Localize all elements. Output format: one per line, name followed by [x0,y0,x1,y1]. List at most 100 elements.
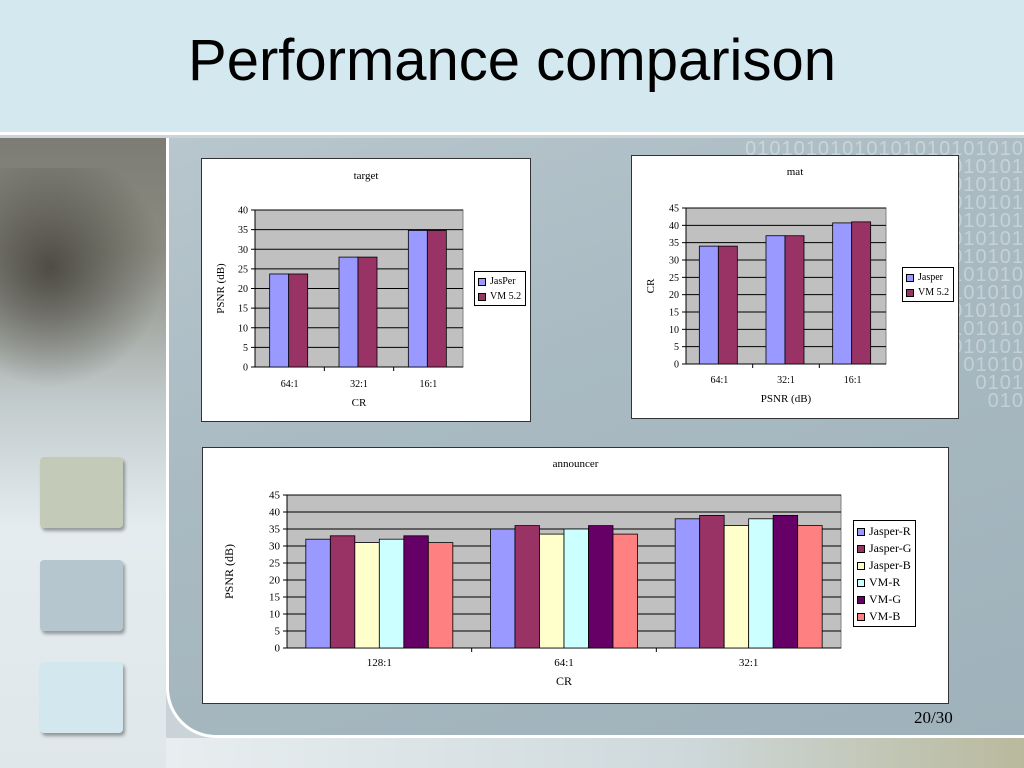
legend-swatch [857,561,865,570]
decor-square-3 [40,662,123,733]
y-tick-label: 30 [238,245,248,256]
legend-item: Jasper-G [857,540,911,557]
legend-item: VM-R [857,574,911,591]
legend-swatch [478,277,486,286]
y-tick-label: 10 [269,609,281,621]
chart-svg: 0 5 10 15 20 25 30 35 40 45 64:1 32:1 16:1 PSNR (dB) C… [645,204,887,405]
chart-announcer: announcer 0 5 10 15 20 25 30 35 40 45 128:1 64:1 32:1… [202,447,949,704]
slide-header: Performance comparison [0,0,1024,135]
page-number: 20/30 [914,708,953,727]
y-tick-label: 35 [238,225,248,236]
x-category-label: 128:1 [367,657,392,669]
decor-square-2 [40,560,123,631]
y-tick-label: 10 [669,325,679,336]
y-tick-label: 5 [674,342,679,353]
y-tick-label: 0 [275,643,281,655]
chart-title: target [353,170,379,182]
y-tick-label: 20 [269,575,281,587]
bar-jasper-16-1 [832,222,853,365]
y-axis-label: PSNR (dB) [215,263,227,314]
bottom-strip-decor [166,738,1024,768]
bar-vm-b-32-1 [797,525,823,649]
decor-square-1 [40,457,123,528]
legend-label: Jasper [918,272,943,283]
bar-vm-g-128-1 [403,535,429,649]
legend-item: VM-B [857,608,911,625]
bar-jasper-b-64-1 [539,533,565,649]
bar-vm-r-32-1 [748,518,774,649]
y-tick-label: 40 [269,507,281,519]
chart-title: announcer [552,458,599,470]
legend-swatch [857,595,865,604]
legend-item: Jasper-B [857,557,911,574]
x-category-label: 64:1 [281,379,299,390]
x-axis-label: PSNR (dB) [761,393,812,405]
bar-jasper-r-32-1 [674,518,701,649]
legend-item: VM 5.2 [906,285,949,300]
bar-jasper-64-1 [269,273,290,368]
legend-swatch [857,612,865,621]
bar-jasper-32-1 [338,256,359,368]
bar-jasper-r-128-1 [305,538,331,649]
bar-vm-g-32-1 [772,515,799,649]
bar-vm-5-2-32-1 [784,235,805,365]
chart-svg: 0 5 10 15 20 25 30 35 40 45 128:1 64:1 32:1 CR PSNR (d… [222,490,842,688]
chart-legend: JasPer VM 5.2 [474,271,527,306]
legend-label: VM-G [869,592,901,606]
bar-vm-5-2-64-1 [288,273,309,368]
y-tick-label: 30 [269,541,281,553]
legend-swatch [857,527,865,536]
legend-label: JasPer [490,276,516,287]
bar-vm-r-128-1 [378,538,405,649]
bar-jasper-g-128-1 [329,535,356,649]
legend-label: VM-R [869,575,901,589]
x-category-label: 32:1 [350,379,368,390]
chart-legend: Jasper VM 5.2 [902,267,955,302]
bar-vm-5-2-16-1 [426,230,447,368]
y-tick-label: 25 [269,558,281,570]
chart-target: target 0 5 10 15 20 25 30 35 40 64:1 32:1 16:1 CR PSNR… [201,158,531,422]
legend-label: VM 5.2 [490,291,522,302]
legend-item: Jasper-R [857,523,911,540]
y-tick-label: 25 [238,264,248,275]
y-tick-label: 30 [669,256,679,267]
bar-jasper-16-1 [407,230,428,368]
bar-vm-5-2-32-1 [357,256,378,368]
bar-vm-5-2-64-1 [717,245,738,365]
x-category-label: 32:1 [777,375,795,386]
y-tick-label: 35 [269,524,281,536]
x-axis-label: CR [556,674,572,688]
bar-vm-r-64-1 [563,528,589,649]
y-tick-label: 25 [669,273,679,284]
x-category-label: 32:1 [739,657,759,669]
bar-vm-5-2-16-1 [851,221,872,365]
legend-label: Jasper-B [869,558,911,572]
chart-svg: 0 5 10 15 20 25 30 35 40 64:1 32:1 16:1 CR PSNR (dB) [215,206,464,409]
bar-jasper-r-64-1 [490,528,516,649]
legend-swatch [857,578,865,587]
y-axis-label: CR [645,278,657,293]
x-category-label: 64:1 [554,657,574,669]
x-category-label: 64:1 [710,375,728,386]
y-tick-label: 40 [669,221,679,232]
chart-mat: mat 0 5 10 15 20 25 30 35 40 45 64:1 32:1 16:1 PSNR (d… [631,155,959,419]
legend-label: VM 5.2 [918,287,950,298]
y-tick-label: 0 [243,363,248,374]
y-tick-label: 35 [669,238,679,249]
bar-vm-b-128-1 [427,542,454,649]
legend-swatch [906,273,914,282]
legend-item: JasPer [478,274,521,289]
y-tick-label: 15 [269,592,281,604]
y-tick-label: 5 [243,343,248,354]
y-tick-label: 45 [269,490,281,502]
slide-title: Performance comparison [188,28,836,93]
legend-item: VM 5.2 [478,289,521,304]
legend-item: Jasper [906,270,949,285]
y-axis-label: PSNR (dB) [222,544,236,599]
x-axis-label: CR [352,397,367,409]
chart-legend: Jasper-R Jasper-G Jasper-B VM-R VM-G VM-B [853,520,917,627]
legend-swatch [906,288,914,297]
y-tick-label: 20 [238,284,248,295]
x-category-label: 16:1 [844,375,862,386]
legend-swatch [478,292,486,301]
